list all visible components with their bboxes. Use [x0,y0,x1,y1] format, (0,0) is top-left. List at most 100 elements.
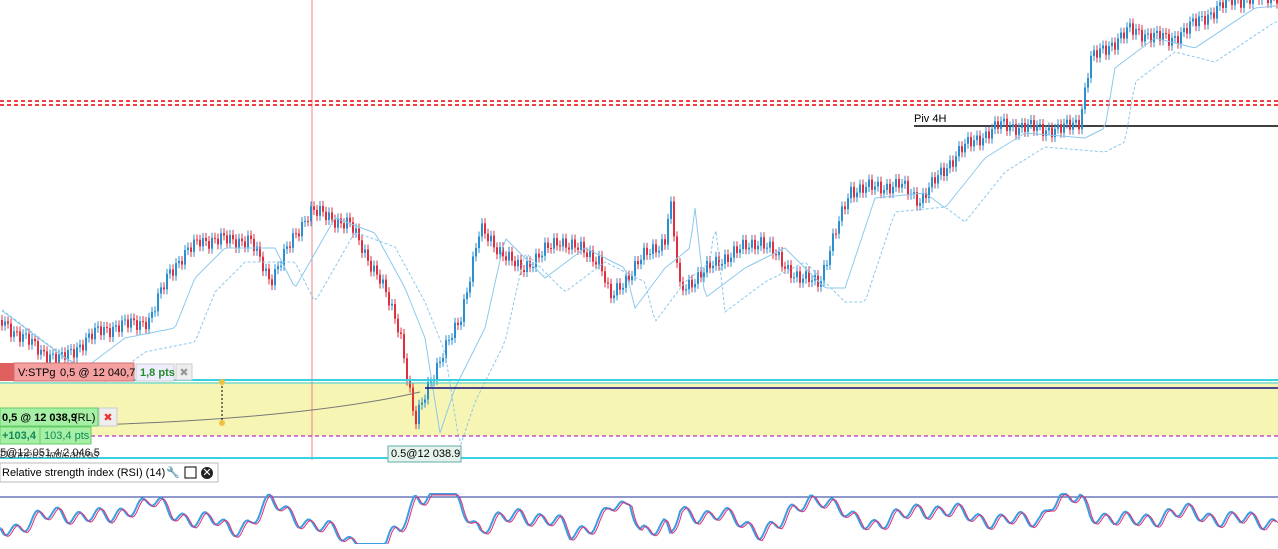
candle [982,138,984,145]
candle [874,186,876,189]
candle [898,179,900,188]
candle [370,261,372,272]
candle [544,243,546,256]
candle [934,177,936,183]
candle [262,257,264,271]
candle [424,400,426,403]
candle [517,260,519,266]
candle [1240,0,1242,8]
candle [670,201,672,219]
candle [1075,120,1077,123]
candle [412,388,414,411]
candle [493,236,495,248]
candle [1018,128,1020,135]
candle [244,241,246,247]
position-price: 0,5 @ 12 038,9 [2,412,77,424]
candle [13,331,15,337]
candle [799,271,801,282]
candle [514,261,516,266]
candle [277,266,279,269]
candle [613,295,615,298]
candle [40,350,42,355]
drag-icon[interactable] [0,363,14,381]
candle [1126,27,1128,38]
candle [250,236,252,239]
candle [280,266,282,267]
candle [46,351,48,362]
candle [973,140,975,146]
candle [142,321,144,322]
candle [466,292,468,299]
candle [877,182,879,187]
candle [409,381,411,388]
handle[interactable] [219,379,225,385]
candle [1066,120,1068,124]
candle [304,221,306,222]
candle [403,334,405,358]
candle [1144,34,1146,41]
candle [217,239,219,245]
candle [775,254,777,255]
settings-icon[interactable]: 🔧 [166,465,180,479]
candle [946,168,948,176]
candle [1225,0,1227,8]
candle [1216,6,1218,19]
candle [658,251,660,253]
candle [1060,124,1062,132]
candle [661,239,663,251]
candle [415,411,417,424]
pivot-label: Piv 4H [914,113,946,125]
candle [1165,33,1167,34]
candle [667,219,669,245]
candle [70,349,72,350]
candle [1120,33,1122,39]
candle [1096,50,1098,57]
candle [295,233,297,234]
handle[interactable] [219,420,225,426]
candle [283,249,285,266]
candle [388,292,390,305]
candle [511,252,513,261]
candle [583,242,585,253]
candle [673,201,675,236]
candle [478,237,480,248]
window-icon[interactable] [185,467,196,478]
candle [1267,0,1269,3]
candle [94,328,96,340]
candle [1033,120,1035,131]
candle [82,345,84,351]
candle [1081,109,1083,129]
candle [118,325,120,331]
candle [127,319,129,327]
candle [823,265,825,281]
candle [787,265,789,269]
candle [790,265,792,278]
candle [34,339,36,341]
candle [646,248,648,255]
candle [1,320,3,326]
candle [931,177,933,187]
candle [1000,122,1002,129]
candle [442,358,444,362]
candle [940,168,942,175]
candle [856,193,858,198]
candle [577,248,579,250]
candle [1030,120,1032,124]
candle [535,254,537,267]
candle [19,331,21,341]
candle [112,327,114,337]
close-icon: ✖ [179,367,188,379]
pnl-pts: 103,4 pts [44,430,90,442]
candle [778,252,780,255]
candle [598,256,600,265]
candle [274,269,276,285]
candle [643,248,645,260]
candle [16,331,18,332]
candle [7,321,9,323]
candle [859,185,861,193]
candle [631,276,633,280]
candle [1129,23,1131,27]
candle [970,137,972,146]
remove-x: ✕ [202,467,211,479]
